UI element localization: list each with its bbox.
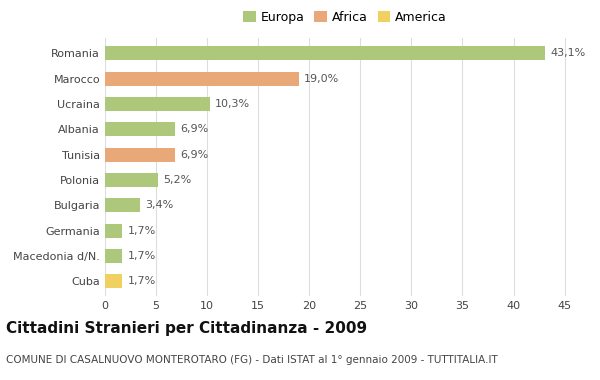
Bar bbox=[105, 97, 210, 111]
Bar bbox=[105, 274, 122, 288]
Bar bbox=[105, 147, 175, 162]
Text: 3,4%: 3,4% bbox=[145, 200, 173, 210]
Text: 10,3%: 10,3% bbox=[215, 99, 250, 109]
Text: COMUNE DI CASALNUOVO MONTEROTARO (FG) - Dati ISTAT al 1° gennaio 2009 - TUTTITAL: COMUNE DI CASALNUOVO MONTEROTARO (FG) - … bbox=[6, 355, 498, 365]
Text: 1,7%: 1,7% bbox=[127, 226, 156, 236]
Bar bbox=[105, 198, 140, 212]
Text: 6,9%: 6,9% bbox=[181, 124, 209, 134]
Text: 1,7%: 1,7% bbox=[127, 276, 156, 286]
Bar bbox=[105, 71, 299, 86]
Bar bbox=[105, 122, 175, 136]
Text: 1,7%: 1,7% bbox=[127, 251, 156, 261]
Bar bbox=[105, 46, 545, 60]
Text: 5,2%: 5,2% bbox=[163, 175, 191, 185]
Text: 43,1%: 43,1% bbox=[550, 48, 586, 58]
Text: 19,0%: 19,0% bbox=[304, 74, 340, 84]
Bar bbox=[105, 249, 122, 263]
Text: 6,9%: 6,9% bbox=[181, 150, 209, 160]
Bar bbox=[105, 223, 122, 238]
Text: Cittadini Stranieri per Cittadinanza - 2009: Cittadini Stranieri per Cittadinanza - 2… bbox=[6, 321, 367, 336]
Bar bbox=[105, 173, 158, 187]
Legend: Europa, Africa, America: Europa, Africa, America bbox=[241, 9, 449, 27]
